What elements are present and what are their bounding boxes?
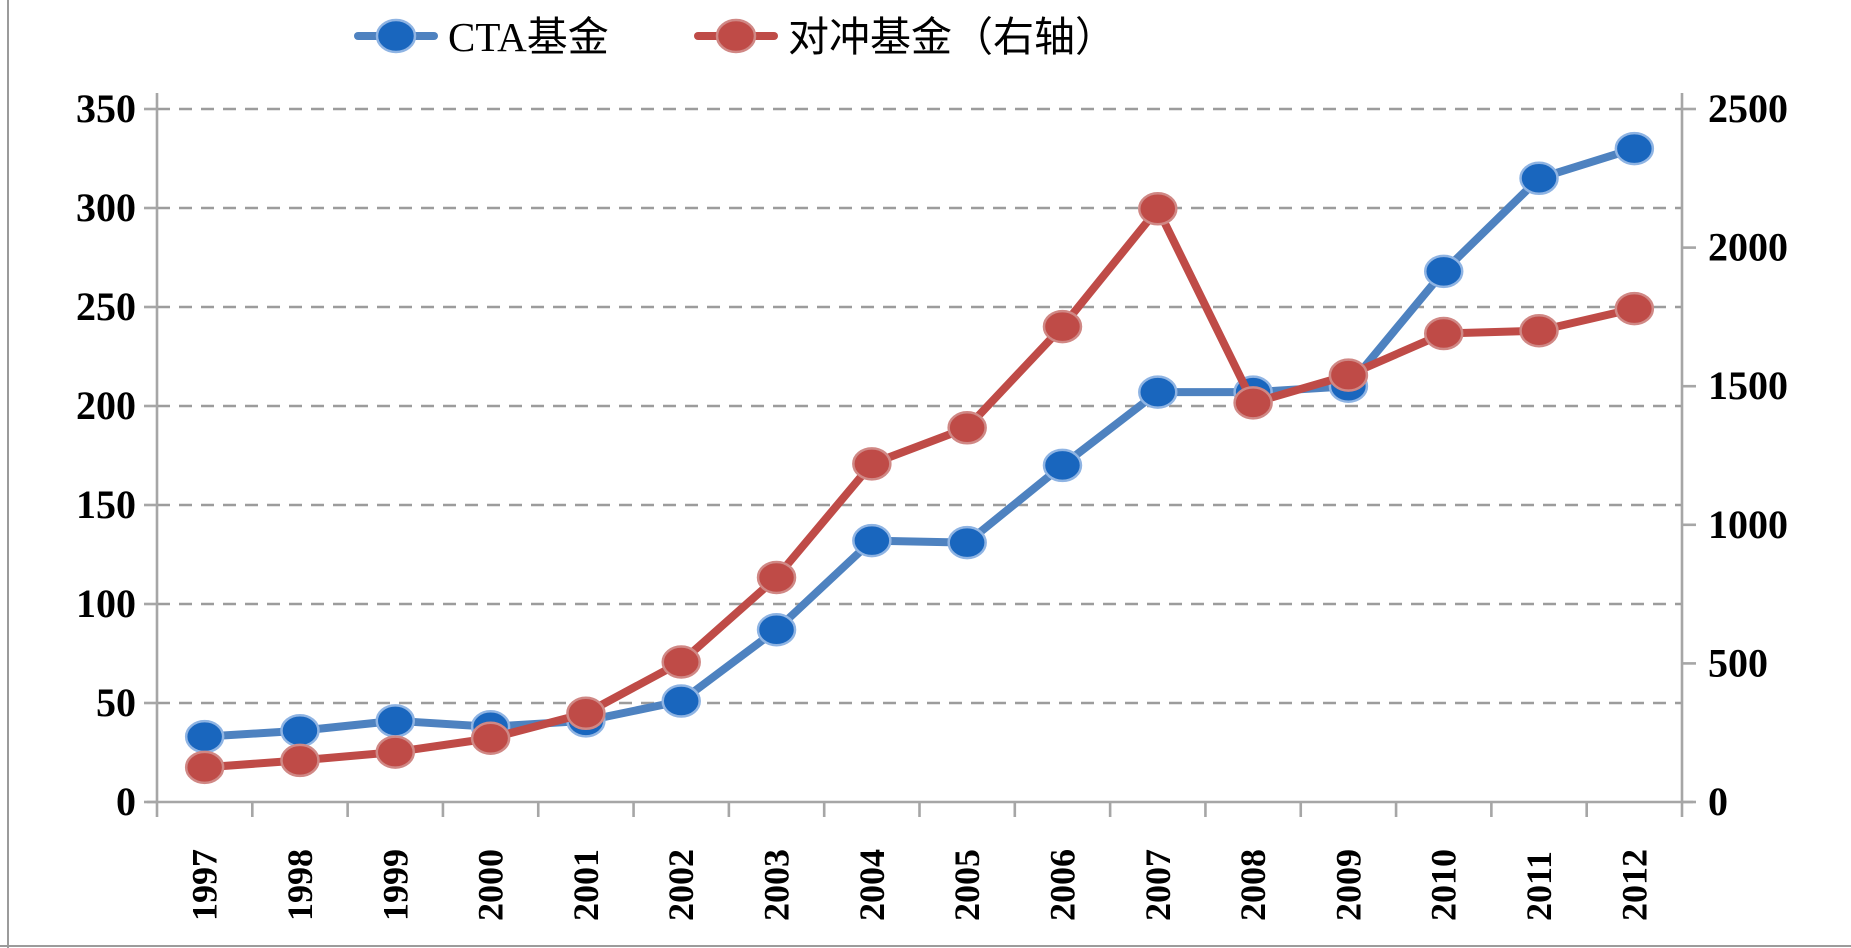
- data-point-marker-2011: [1519, 161, 1559, 196]
- x-axis-label: 2010: [1424, 849, 1464, 921]
- gridlines: [157, 107, 1682, 705]
- data-point-marker-2002: [661, 645, 701, 679]
- x-axis-label: 2001: [566, 849, 606, 921]
- x-axis-label: 2011: [1519, 851, 1559, 921]
- legend-item-cta: CTA基金: [354, 14, 609, 60]
- x-axis-label: 2008: [1233, 849, 1273, 921]
- data-point-marker-2001: [566, 696, 606, 731]
- data-point-marker-2003: [756, 612, 797, 647]
- x-axis-label: 1998: [280, 849, 320, 921]
- legend-label: CTA基金: [448, 14, 609, 60]
- data-point-marker-2010: [1423, 316, 1464, 351]
- data-point-marker-2012: [1614, 291, 1655, 326]
- x-axis-label: 2005: [947, 849, 987, 921]
- left-axis-label: 350: [76, 86, 136, 131]
- data-point-marker-2007: [1138, 375, 1178, 409]
- data-point-marker-1998: [280, 713, 320, 748]
- left-axis: 0 50 100 150 200 250 300 350: [76, 86, 158, 824]
- left-axis-label: 0: [116, 779, 136, 824]
- data-point-marker-2008: [1233, 386, 1273, 420]
- series-hedge: [184, 192, 1655, 785]
- legend-marker: [715, 18, 757, 54]
- x-axis: 1997 1998 1999 2000 2001 2002 2003 2004 2005 2006…: [155, 801, 1684, 921]
- left-axis-label: 200: [76, 383, 136, 428]
- right-axis-label: 1000: [1708, 502, 1788, 547]
- data-point-marker-2000: [470, 721, 511, 755]
- data-point-marker-2004: [852, 447, 892, 481]
- x-axis-label: 2012: [1614, 849, 1654, 921]
- data-point-marker-2007: [1138, 192, 1178, 226]
- x-axis-label: 1997: [185, 849, 225, 921]
- data-point-marker-2012: [1614, 131, 1655, 166]
- data-point-marker-1997: [184, 750, 225, 785]
- right-axis-label: 2000: [1708, 225, 1788, 270]
- data-point-marker-2005: [947, 525, 987, 560]
- data-point-marker-1997: [184, 719, 225, 754]
- data-point-marker-2006: [1042, 448, 1083, 483]
- series-line: [200, 144, 1639, 741]
- x-axis-label: 2007: [1138, 849, 1178, 921]
- data-point-marker-1999: [375, 735, 416, 769]
- legend: CTA基金 对冲基金（右轴）: [354, 14, 1116, 60]
- left-axis-label: 100: [76, 581, 136, 626]
- x-axis-label: 2000: [471, 849, 511, 921]
- data-point-marker-2004: [852, 523, 892, 558]
- x-axis-label: 2002: [661, 849, 701, 921]
- left-axis-label: 250: [76, 284, 136, 329]
- data-point-marker-2005: [947, 411, 987, 445]
- series-line: [200, 204, 1639, 772]
- data-point-marker-2003: [756, 560, 797, 595]
- left-axis-label: 50: [96, 680, 136, 725]
- legend-marker: [375, 18, 417, 54]
- x-axis-label: 1999: [375, 849, 415, 921]
- x-axis-label: 2004: [852, 849, 892, 921]
- data-point-marker-1999: [375, 704, 416, 738]
- right-axis-label: 1500: [1708, 363, 1788, 408]
- data-point-marker-2002: [661, 684, 701, 718]
- x-axis-label: 2006: [1042, 849, 1082, 921]
- data-point-marker-2006: [1042, 309, 1083, 344]
- right-axis-label: 0: [1708, 779, 1728, 824]
- data-point-marker-1998: [280, 743, 320, 778]
- data-point-marker-2010: [1423, 254, 1464, 289]
- legend-item-hedge: 对冲基金（右轴）: [694, 14, 1116, 60]
- right-axis-label: 500: [1708, 640, 1768, 685]
- x-axis-label: 2009: [1328, 849, 1368, 921]
- right-axis-label: 2500: [1708, 86, 1788, 131]
- data-point-marker-2009: [1328, 358, 1369, 392]
- data-point-marker-2011: [1519, 314, 1559, 348]
- left-axis-label: 300: [76, 185, 136, 230]
- right-axis: 0 500 1000 1500 2000 2500: [1681, 86, 1788, 824]
- x-axis-label: 2003: [757, 849, 797, 921]
- series-cta: [184, 131, 1655, 754]
- legend-label: 对冲基金（右轴）: [788, 14, 1116, 60]
- left-axis-label: 150: [76, 482, 136, 527]
